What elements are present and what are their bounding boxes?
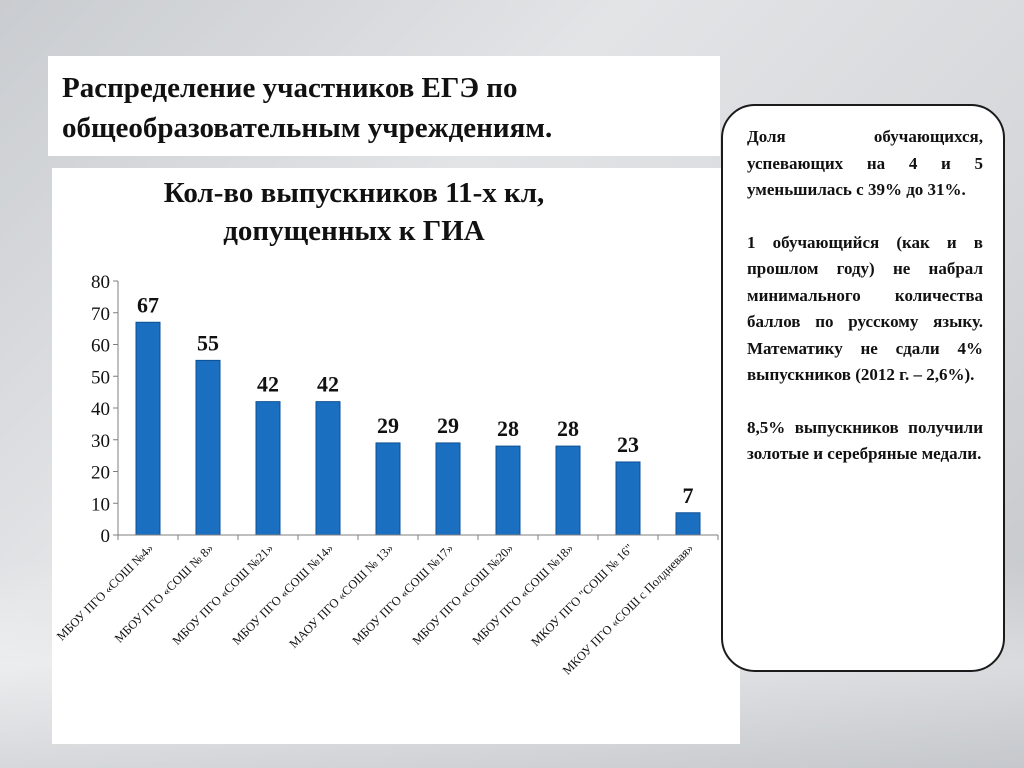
bars: 67 55 42 42 29 29 28 28 23 7 bbox=[135, 292, 701, 536]
x-category-label: МАОУ ПГО «СОШ № 13» bbox=[286, 541, 396, 651]
y-tick-label: 70 bbox=[91, 304, 110, 325]
bar bbox=[615, 461, 641, 536]
bar bbox=[195, 359, 221, 536]
bar bbox=[255, 401, 281, 536]
y-tick-label: 80 bbox=[91, 272, 110, 293]
x-category-label: МКОУ ПГО "СОШ № 16" bbox=[528, 541, 636, 649]
chart-title-line-2: допущенных к ГИА bbox=[223, 215, 485, 247]
x-category-label: МБОУ ПГО «СОШ № 8» bbox=[112, 541, 216, 645]
y-tick-label: 50 bbox=[91, 367, 110, 388]
data-label: 29 bbox=[377, 413, 399, 438]
bar bbox=[675, 512, 701, 536]
chart-panel: Кол-во выпускников 11-х кл, допущенных к… bbox=[52, 168, 740, 744]
data-label: 23 bbox=[617, 432, 639, 457]
data-label: 42 bbox=[257, 372, 279, 397]
x-category-label: МБОУ ПГО «СОШ №20» bbox=[410, 541, 517, 648]
note-text: 8,5% выпускников получили золотые и сере… bbox=[747, 417, 983, 464]
data-label: 67 bbox=[137, 292, 159, 317]
bar bbox=[375, 442, 401, 536]
bar-chart: Кол-во выпускников 11-х кл, допущенных к… bbox=[54, 177, 719, 678]
chart-title-line-1: Кол-во выпускников 11-х кл, bbox=[164, 177, 545, 209]
bar bbox=[555, 445, 581, 536]
x-category-label: МБОУ ПГО «СОШ №14» bbox=[230, 541, 337, 648]
data-label: 7 bbox=[683, 483, 694, 508]
bar bbox=[315, 401, 341, 536]
y-tick-label: 10 bbox=[91, 494, 110, 515]
x-category-label: МБОУ ПГО «СОШ №4» bbox=[54, 541, 156, 643]
y-axis: 0 10 20 30 40 50 60 70 80 bbox=[91, 272, 119, 547]
slide-title: Распределение участников ЕГЭ по общеобра… bbox=[62, 72, 553, 144]
y-tick-label: 30 bbox=[91, 431, 110, 452]
bar bbox=[495, 445, 521, 536]
bar bbox=[135, 321, 161, 536]
data-label: 28 bbox=[497, 416, 519, 441]
title-box: Распределение участников ЕГЭ по общеобра… bbox=[48, 56, 720, 156]
data-label: 55 bbox=[197, 330, 219, 355]
y-tick-label: 40 bbox=[91, 399, 110, 420]
x-category-label: МБОУ ПГО «СОШ №18» bbox=[470, 541, 577, 648]
x-category-label: МБОУ ПГО «СОШ №17» bbox=[350, 541, 457, 648]
y-tick-label: 20 bbox=[91, 463, 110, 484]
note-text: Доля обучающихся, успевающих на 4 и 5 ум… bbox=[747, 127, 983, 199]
x-category-label: МБОУ ПГО «СОШ №21» bbox=[170, 541, 277, 648]
y-tick-label: 0 bbox=[101, 526, 111, 547]
bar bbox=[435, 442, 461, 536]
x-axis: МБОУ ПГО «СОШ №4»МБОУ ПГО «СОШ № 8»МБОУ … bbox=[54, 534, 719, 678]
x-category-label: МКОУ ПГО «СОШ с Полдневая» bbox=[560, 541, 696, 677]
data-label: 42 bbox=[317, 372, 339, 397]
notes-panel: Доля обучающихся, успевающих на 4 и 5 ум… bbox=[721, 104, 1005, 672]
data-label: 29 bbox=[437, 413, 459, 438]
y-tick-label: 60 bbox=[91, 336, 110, 357]
note-text: 1 обучающийся (как и в прошлом году) не … bbox=[747, 232, 983, 385]
data-label: 28 bbox=[557, 416, 579, 441]
